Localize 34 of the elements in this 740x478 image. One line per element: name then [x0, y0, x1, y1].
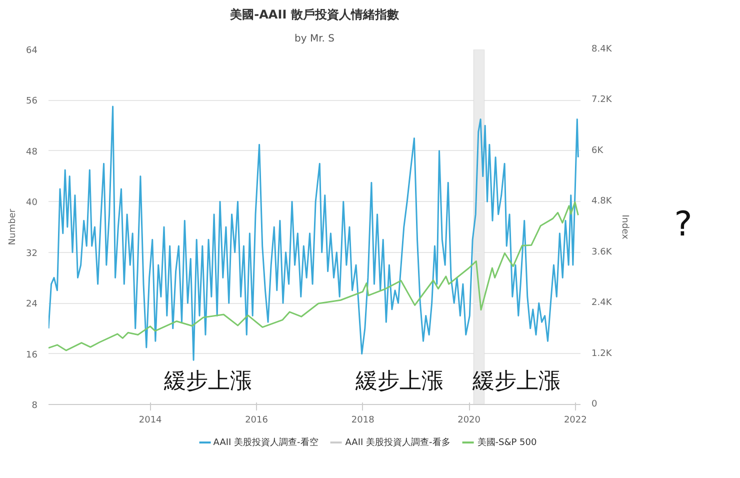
y-tick-label: 56 [26, 96, 38, 107]
legend-label: 美國-S&P 500 [477, 436, 537, 448]
y-tick-label: 48 [26, 147, 38, 158]
x-tick-label: 2014 [138, 416, 162, 426]
chart-subtitle: by Mr. S [294, 34, 334, 44]
annotation: 緩步上漲 [354, 368, 444, 394]
y2-tick-label: 7.2K [592, 95, 613, 106]
x-tick-label: 2018 [351, 416, 375, 426]
annotation: 緩步上漲 [163, 368, 252, 394]
line-series [48, 201, 579, 352]
y2-axis-title: Index [620, 214, 630, 240]
y-tick-label: 24 [26, 300, 38, 310]
y2-tick-label: 8.4K [592, 44, 613, 54]
y-tick-label: 64 [26, 46, 38, 56]
y-tick-label: 16 [26, 350, 38, 360]
y-axis-title: Number [8, 208, 18, 246]
y-tick-label: 40 [26, 198, 38, 208]
y2-tick-label: 2.4K [592, 298, 613, 308]
legend-label: AAII 美股投資人調查-看多 [345, 436, 450, 448]
y2-tick-label: 0 [592, 400, 598, 410]
y2-tick-label: 6K [592, 146, 604, 156]
chart-title: 美國-AAII 散戶投資人情緒指數 [229, 8, 400, 22]
y-tick-label: 32 [26, 248, 38, 259]
text: ? [674, 204, 692, 244]
y2-tick-label: 4.8K [592, 196, 613, 207]
line-series [48, 106, 579, 361]
y-tick-label: 8 [32, 401, 38, 411]
x-tick-label: 2020 [458, 416, 481, 426]
y2-tick-label: 3.6K [592, 247, 613, 258]
x-tick-label: 2022 [564, 416, 587, 426]
x-tick-label: 2016 [245, 416, 268, 426]
legend-label: AAII 美股投資人調查-看空 [213, 436, 318, 448]
y2-tick-label: 1.2K [592, 348, 613, 359]
annotation: 緩步上漲 [472, 368, 561, 394]
